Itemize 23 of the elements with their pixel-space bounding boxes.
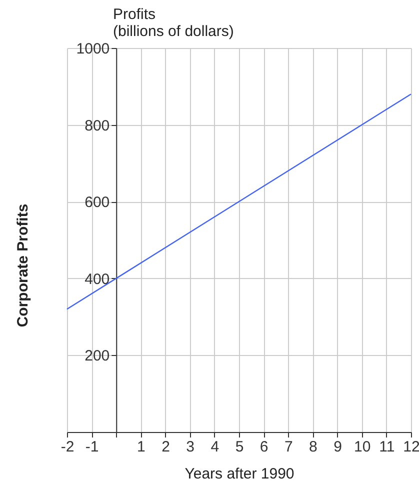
- x-tick-label: 7: [284, 438, 293, 456]
- x-tick-label: 2: [162, 438, 170, 456]
- x-tick-label: 4: [210, 438, 220, 456]
- x-tick-label: 1: [137, 438, 146, 456]
- x-tick-label: 8: [309, 438, 318, 456]
- y-tick-label: 1000: [76, 40, 110, 58]
- x-tick-label: -1: [85, 438, 99, 456]
- y-tick-label: 400: [84, 270, 110, 288]
- x-tick-label: 3: [186, 438, 195, 456]
- x-tick-label: -2: [60, 438, 74, 456]
- x-tick-label: 10: [354, 438, 371, 456]
- x-tick-label: 5: [235, 438, 244, 456]
- y-axis-title: Corporate Profits: [14, 204, 32, 328]
- x-tick-label: 11: [379, 438, 395, 456]
- chart-subtitle: (billions of dollars): [113, 23, 234, 40]
- y-tick-label: 600: [84, 194, 110, 212]
- x-axis-title: Years after 1990: [184, 466, 294, 482]
- y-tick-label: 800: [84, 117, 110, 134]
- x-tick-label: 12: [403, 438, 419, 456]
- y-tick-label: 200: [84, 348, 110, 365]
- chart-title: Profits: [113, 6, 156, 23]
- x-tick-label: 9: [334, 438, 342, 456]
- x-tick-label: 6: [260, 438, 268, 456]
